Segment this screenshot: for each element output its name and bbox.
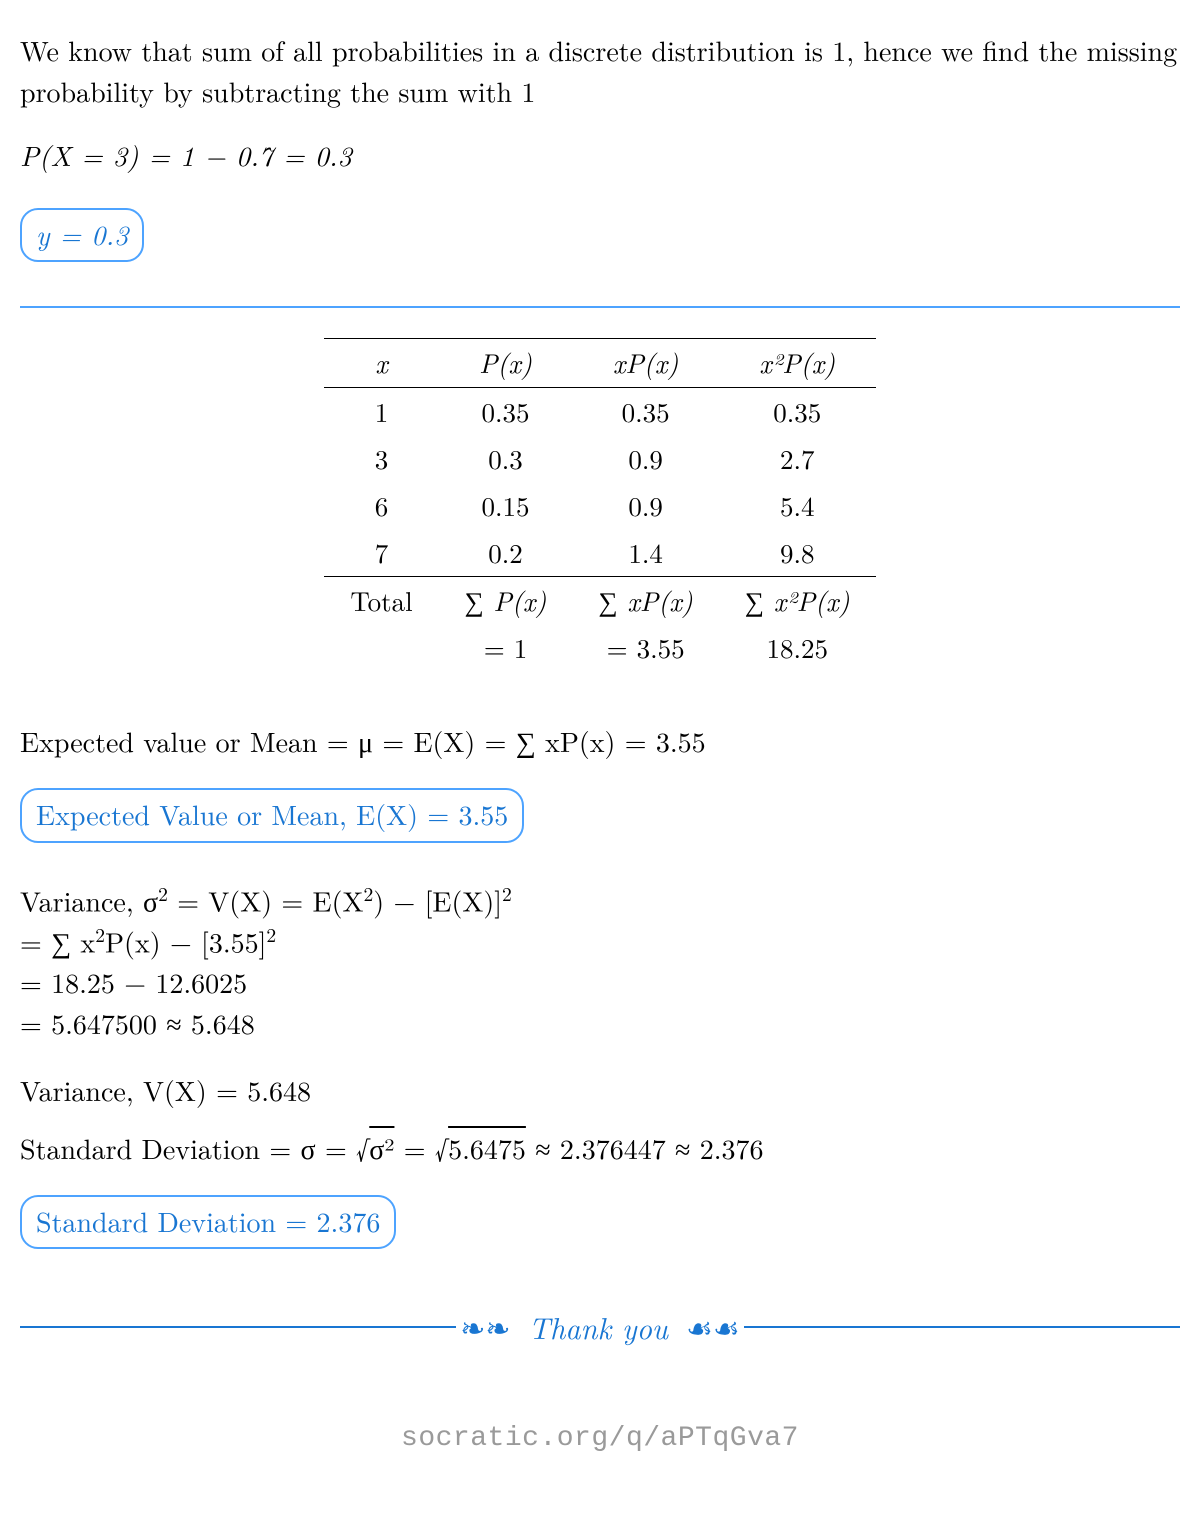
variance-line-3: = 18.25 − 12.6025 [20,962,1180,1003]
variance-result: Variance, V(X) = 5.648 [20,1070,1180,1111]
col-x: x [324,339,438,387]
variance-derivation: Variance, σ2 = V(X) = E(X2) − [E(X)]2 = … [20,879,1180,1044]
col-px: P(x) [439,339,573,387]
sum-xpx-expr: ∑ xP(x) [572,577,718,625]
table-total-row: Total ∑ P(x) ∑ xP(x) ∑ x²P(x) [324,577,875,625]
probability-table: x P(x) xP(x) x²P(x) 1 0.35 0.35 0.35 3 0… [20,338,1180,671]
cell: 6 [324,482,438,529]
mean-line: Expected value or Mean = μ = E(X) = ∑ xP… [20,721,1180,762]
intro-paragraph: We know that sum of all probabilities in… [20,30,1180,111]
cell: 7 [324,529,438,577]
cell: 0.2 [439,529,573,577]
col-xpx: xP(x) [572,339,718,387]
table-row: 3 0.3 0.9 2.7 [324,435,875,482]
flourish-right-icon: ☙☙ [682,1305,744,1349]
divider-line-left [20,1326,456,1328]
cell: 3 [324,435,438,482]
cell: 0.35 [439,387,573,435]
answer-pill-mean: Expected Value or Mean, E(X) = 3.55 [20,788,524,843]
table-row: 6 0.15 0.9 5.4 [324,482,875,529]
answer-pill-sd: Standard Deviation = 2.376 [20,1195,396,1250]
sum-x2px-val: 18.25 [719,624,876,671]
cell: 1.4 [572,529,718,577]
cell: 0.9 [572,435,718,482]
variance-line-1: Variance, σ2 = V(X) = E(X2) − [E(X)]2 [20,879,1180,921]
flourish-left-icon: ❧❧ [456,1305,514,1349]
source-url: socratic.org/q/aPTqGva7 [20,1419,1180,1460]
section-divider-1 [20,306,1180,308]
divider-line-right [744,1326,1180,1328]
cell: 0.35 [719,387,876,435]
cell: 0.15 [439,482,573,529]
cell: 0.35 [572,387,718,435]
cell: 0.3 [439,435,573,482]
table-header-row: x P(x) xP(x) x²P(x) [324,339,875,387]
variance-line-2: = ∑ x2P(x) − [3.55]2 [20,920,1180,962]
cell: 1 [324,387,438,435]
sum-xpx-val: = 3.55 [572,624,718,671]
total-label: Total [324,577,438,625]
sum-px-val: = 1 [439,624,573,671]
table-total-values: = 1 = 3.55 18.25 [324,624,875,671]
cell: 2.7 [719,435,876,482]
cell: 9.8 [719,529,876,577]
variance-line-4: = 5.647500 ≈ 5.648 [20,1003,1180,1044]
standard-deviation-line: Standard Deviation = σ = √σ² = √5.6475 ≈… [20,1128,1180,1169]
cell: 5.4 [719,482,876,529]
table-row: 1 0.35 0.35 0.35 [324,387,875,435]
answer-pill-y: y = 0.3 [20,208,144,263]
table-row: 7 0.2 1.4 9.8 [324,529,875,577]
cell: 0.9 [572,482,718,529]
equation-px3: P(X = 3) = 1 − 0.7 = 0.3 [20,135,1180,176]
sum-x2px-expr: ∑ x²P(x) [719,577,876,625]
sum-px-expr: ∑ P(x) [439,577,573,625]
thank-you-text: Thank you [514,1305,682,1349]
col-x2px: x²P(x) [719,339,876,387]
thank-you-divider: ❧❧ Thank you ☙☙ [20,1305,1180,1349]
